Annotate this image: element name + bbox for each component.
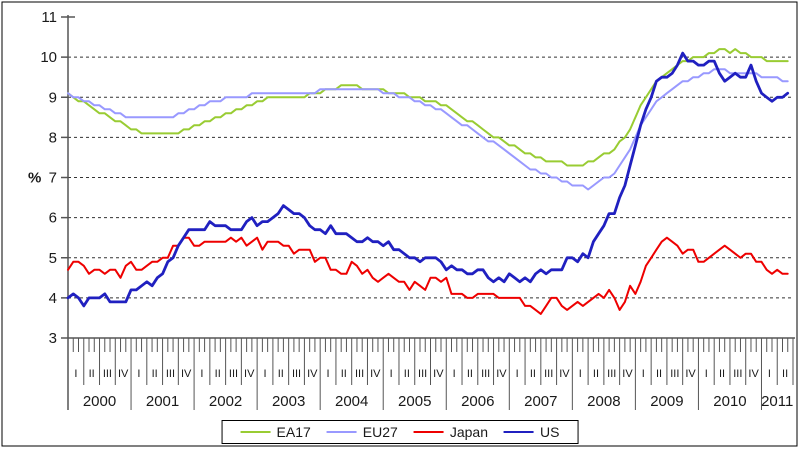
x-quarter-label: II (656, 368, 662, 380)
x-quarter-label: I (74, 368, 77, 380)
x-year-label-2001: 2001 (146, 393, 179, 410)
x-quarter-label: I (390, 368, 393, 380)
y-axis-title: % (28, 170, 41, 187)
x-quarter-label: II (404, 368, 410, 380)
x-quarter-label: II (719, 368, 725, 380)
legend-swatch-ea17 (240, 431, 271, 433)
x-quarter-label: II (530, 368, 536, 380)
x-quarter-label: III (418, 368, 427, 380)
x-quarter-label: III (607, 368, 616, 380)
x-quarter-label: I (200, 368, 203, 380)
legend-label-us: US (539, 424, 560, 440)
x-quarter-label: III (481, 368, 490, 380)
x-quarter-label: I (453, 368, 456, 380)
x-year-label-2010: 2010 (713, 393, 746, 410)
x-quarter-label: II (278, 368, 284, 380)
x-quarter-label: IV (622, 368, 633, 380)
x-year-label-2002: 2002 (209, 393, 242, 410)
x-quarter-label: II (467, 368, 473, 380)
x-quarter-label: III (229, 368, 238, 380)
x-quarter-label: I (516, 368, 519, 380)
x-year-label-2005: 2005 (398, 393, 431, 410)
y-tick-label-5: 5 (49, 250, 57, 267)
x-quarter-label: IV (307, 368, 318, 380)
series-line-us (66, 51, 790, 308)
y-tick-label-7: 7 (49, 170, 57, 187)
x-quarter-label: III (166, 368, 175, 380)
y-tick-label-9: 9 (49, 89, 57, 106)
y-tick-label-4: 4 (49, 290, 57, 307)
series-line-eu27 (67, 68, 789, 191)
x-quarter-label: III (355, 368, 364, 380)
x-year-label-2000: 2000 (83, 393, 116, 410)
series-line-ea17 (67, 48, 789, 167)
x-quarter-label: I (137, 368, 140, 380)
x-quarter-label: III (292, 368, 301, 380)
x-year-label-2003: 2003 (272, 393, 305, 410)
x-quarter-label: III (103, 368, 112, 380)
x-quarter-label: I (579, 368, 582, 380)
x-quarter-label: IV (244, 368, 255, 380)
x-quarter-label: II (593, 368, 599, 380)
legend-label-eu27: EU27 (362, 424, 398, 440)
y-tick-label-11: 11 (41, 9, 57, 26)
x-year-label-2008: 2008 (587, 393, 620, 410)
x-quarter-label: IV (181, 368, 192, 380)
y-tick-label-10: 10 (40, 49, 57, 66)
x-quarter-label: IV (118, 368, 129, 380)
x-quarter-label: IV (433, 368, 444, 380)
legend: EA17 EU27 Japan US (221, 420, 579, 444)
legend-swatch-japan (413, 431, 444, 433)
x-year-label-2007: 2007 (524, 393, 557, 410)
legend-item-us: US (503, 424, 560, 440)
x-quarter-label: IV (685, 368, 696, 380)
x-quarter-label: I (642, 368, 645, 380)
x-quarter-label: II (152, 368, 158, 380)
x-quarter-label: II (341, 368, 347, 380)
x-quarter-label: II (215, 368, 221, 380)
x-quarter-label: IV (559, 368, 570, 380)
x-quarter-label: III (544, 368, 553, 380)
x-quarter-label: II (782, 368, 788, 380)
legend-label-japan: Japan (449, 424, 488, 440)
legend-item-ea17: EA17 (240, 424, 311, 440)
legend-swatch-eu27 (326, 431, 357, 433)
x-quarter-label: III (670, 368, 679, 380)
x-year-label-2006: 2006 (461, 393, 494, 410)
x-quarter-label: I (263, 368, 266, 380)
legend-label-ea17: EA17 (276, 424, 311, 440)
x-quarter-label: I (768, 368, 771, 380)
y-tick-label-6: 6 (49, 210, 57, 227)
x-year-label-2011: 2011 (761, 393, 793, 410)
x-quarter-label: IV (748, 368, 759, 380)
x-quarter-label: I (705, 368, 708, 380)
x-quarter-label: IV (496, 368, 507, 380)
x-quarter-label: II (89, 368, 95, 380)
x-year-label-2004: 2004 (335, 393, 368, 410)
x-quarter-label: III (733, 368, 742, 380)
y-tick-label-8: 8 (49, 129, 57, 146)
y-tick-label-3: 3 (49, 330, 57, 347)
x-quarter-label: IV (370, 368, 381, 380)
legend-swatch-us (503, 431, 534, 433)
legend-item-japan: Japan (413, 424, 488, 440)
x-year-label-2009: 2009 (650, 393, 683, 410)
x-quarter-label: I (327, 368, 330, 380)
legend-item-eu27: EU27 (326, 424, 398, 440)
series-line-japan (67, 236, 789, 315)
